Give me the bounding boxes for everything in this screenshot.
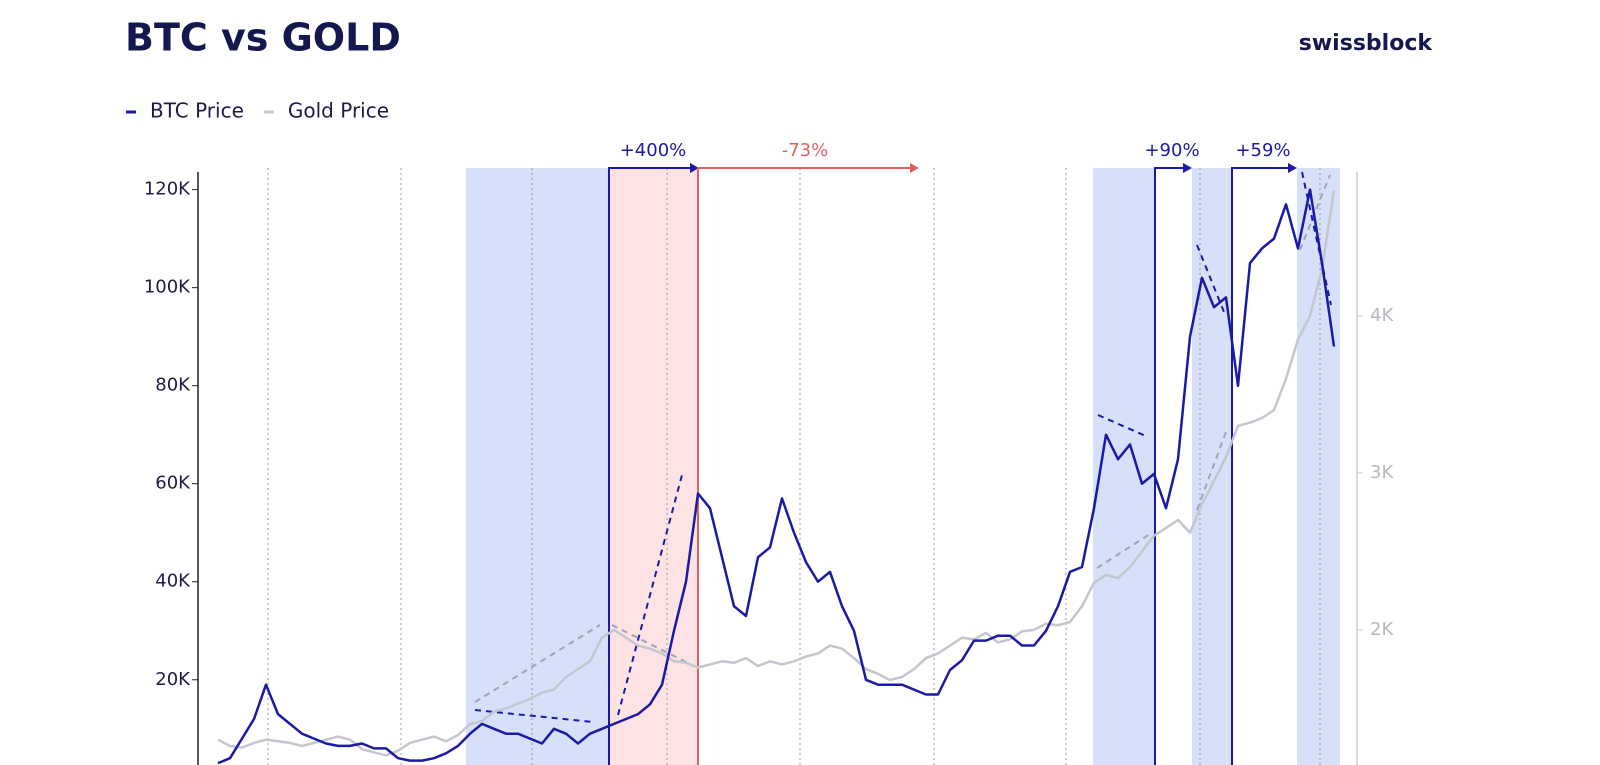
rally-box bbox=[1231, 167, 1288, 765]
legend-label: Gold Price bbox=[288, 99, 389, 123]
annotation: -73% bbox=[782, 140, 829, 161]
y-tick-label: 80K bbox=[155, 375, 191, 396]
arrow-head bbox=[1183, 163, 1192, 173]
y2-tick-label: 3K bbox=[1370, 462, 1394, 483]
trend-arrow bbox=[474, 709, 594, 723]
band-blue bbox=[1192, 168, 1232, 765]
trend-arrow bbox=[611, 624, 693, 666]
trend-arrow bbox=[1097, 414, 1149, 438]
shading bbox=[267, 163, 1340, 765]
arrow-head bbox=[1288, 163, 1297, 173]
rally-box bbox=[1154, 167, 1183, 765]
annotation: +59% bbox=[1235, 140, 1290, 161]
trend-arrow bbox=[1196, 244, 1225, 313]
chart-title: BTC vs GOLD bbox=[125, 16, 401, 60]
y-tick-label: 100K bbox=[144, 277, 191, 298]
trend-arrow bbox=[617, 474, 683, 716]
trend-arrow bbox=[1196, 431, 1227, 511]
annotation: +90% bbox=[1144, 140, 1199, 161]
y2-tick-label: 4K bbox=[1370, 305, 1394, 326]
trend-arrows bbox=[474, 171, 1332, 723]
band-blue bbox=[1093, 168, 1155, 765]
series-line bbox=[217, 190, 1336, 757]
y2-tick-label: 2K bbox=[1370, 619, 1394, 640]
arrow-head bbox=[910, 163, 919, 173]
drawdown-box bbox=[697, 167, 910, 765]
annotation: +400% bbox=[620, 140, 687, 161]
band-blue bbox=[1297, 168, 1340, 765]
y-tick-label: 120K bbox=[144, 179, 191, 200]
trend-arrow bbox=[1299, 174, 1331, 251]
y-tick-label: 60K bbox=[155, 473, 191, 494]
trend-arrow bbox=[1301, 171, 1332, 306]
series-line bbox=[217, 188, 1336, 765]
brand-logo: swissblock bbox=[1299, 31, 1434, 56]
band-blue bbox=[466, 168, 609, 765]
legend-label: BTC Price bbox=[150, 99, 244, 123]
arrow-head bbox=[690, 163, 699, 173]
y-tick-label: 20K bbox=[155, 669, 191, 690]
rally-box bbox=[608, 167, 690, 765]
trend-arrow bbox=[474, 624, 601, 703]
y-tick-label: 40K bbox=[155, 571, 191, 592]
band-red bbox=[610, 168, 698, 765]
